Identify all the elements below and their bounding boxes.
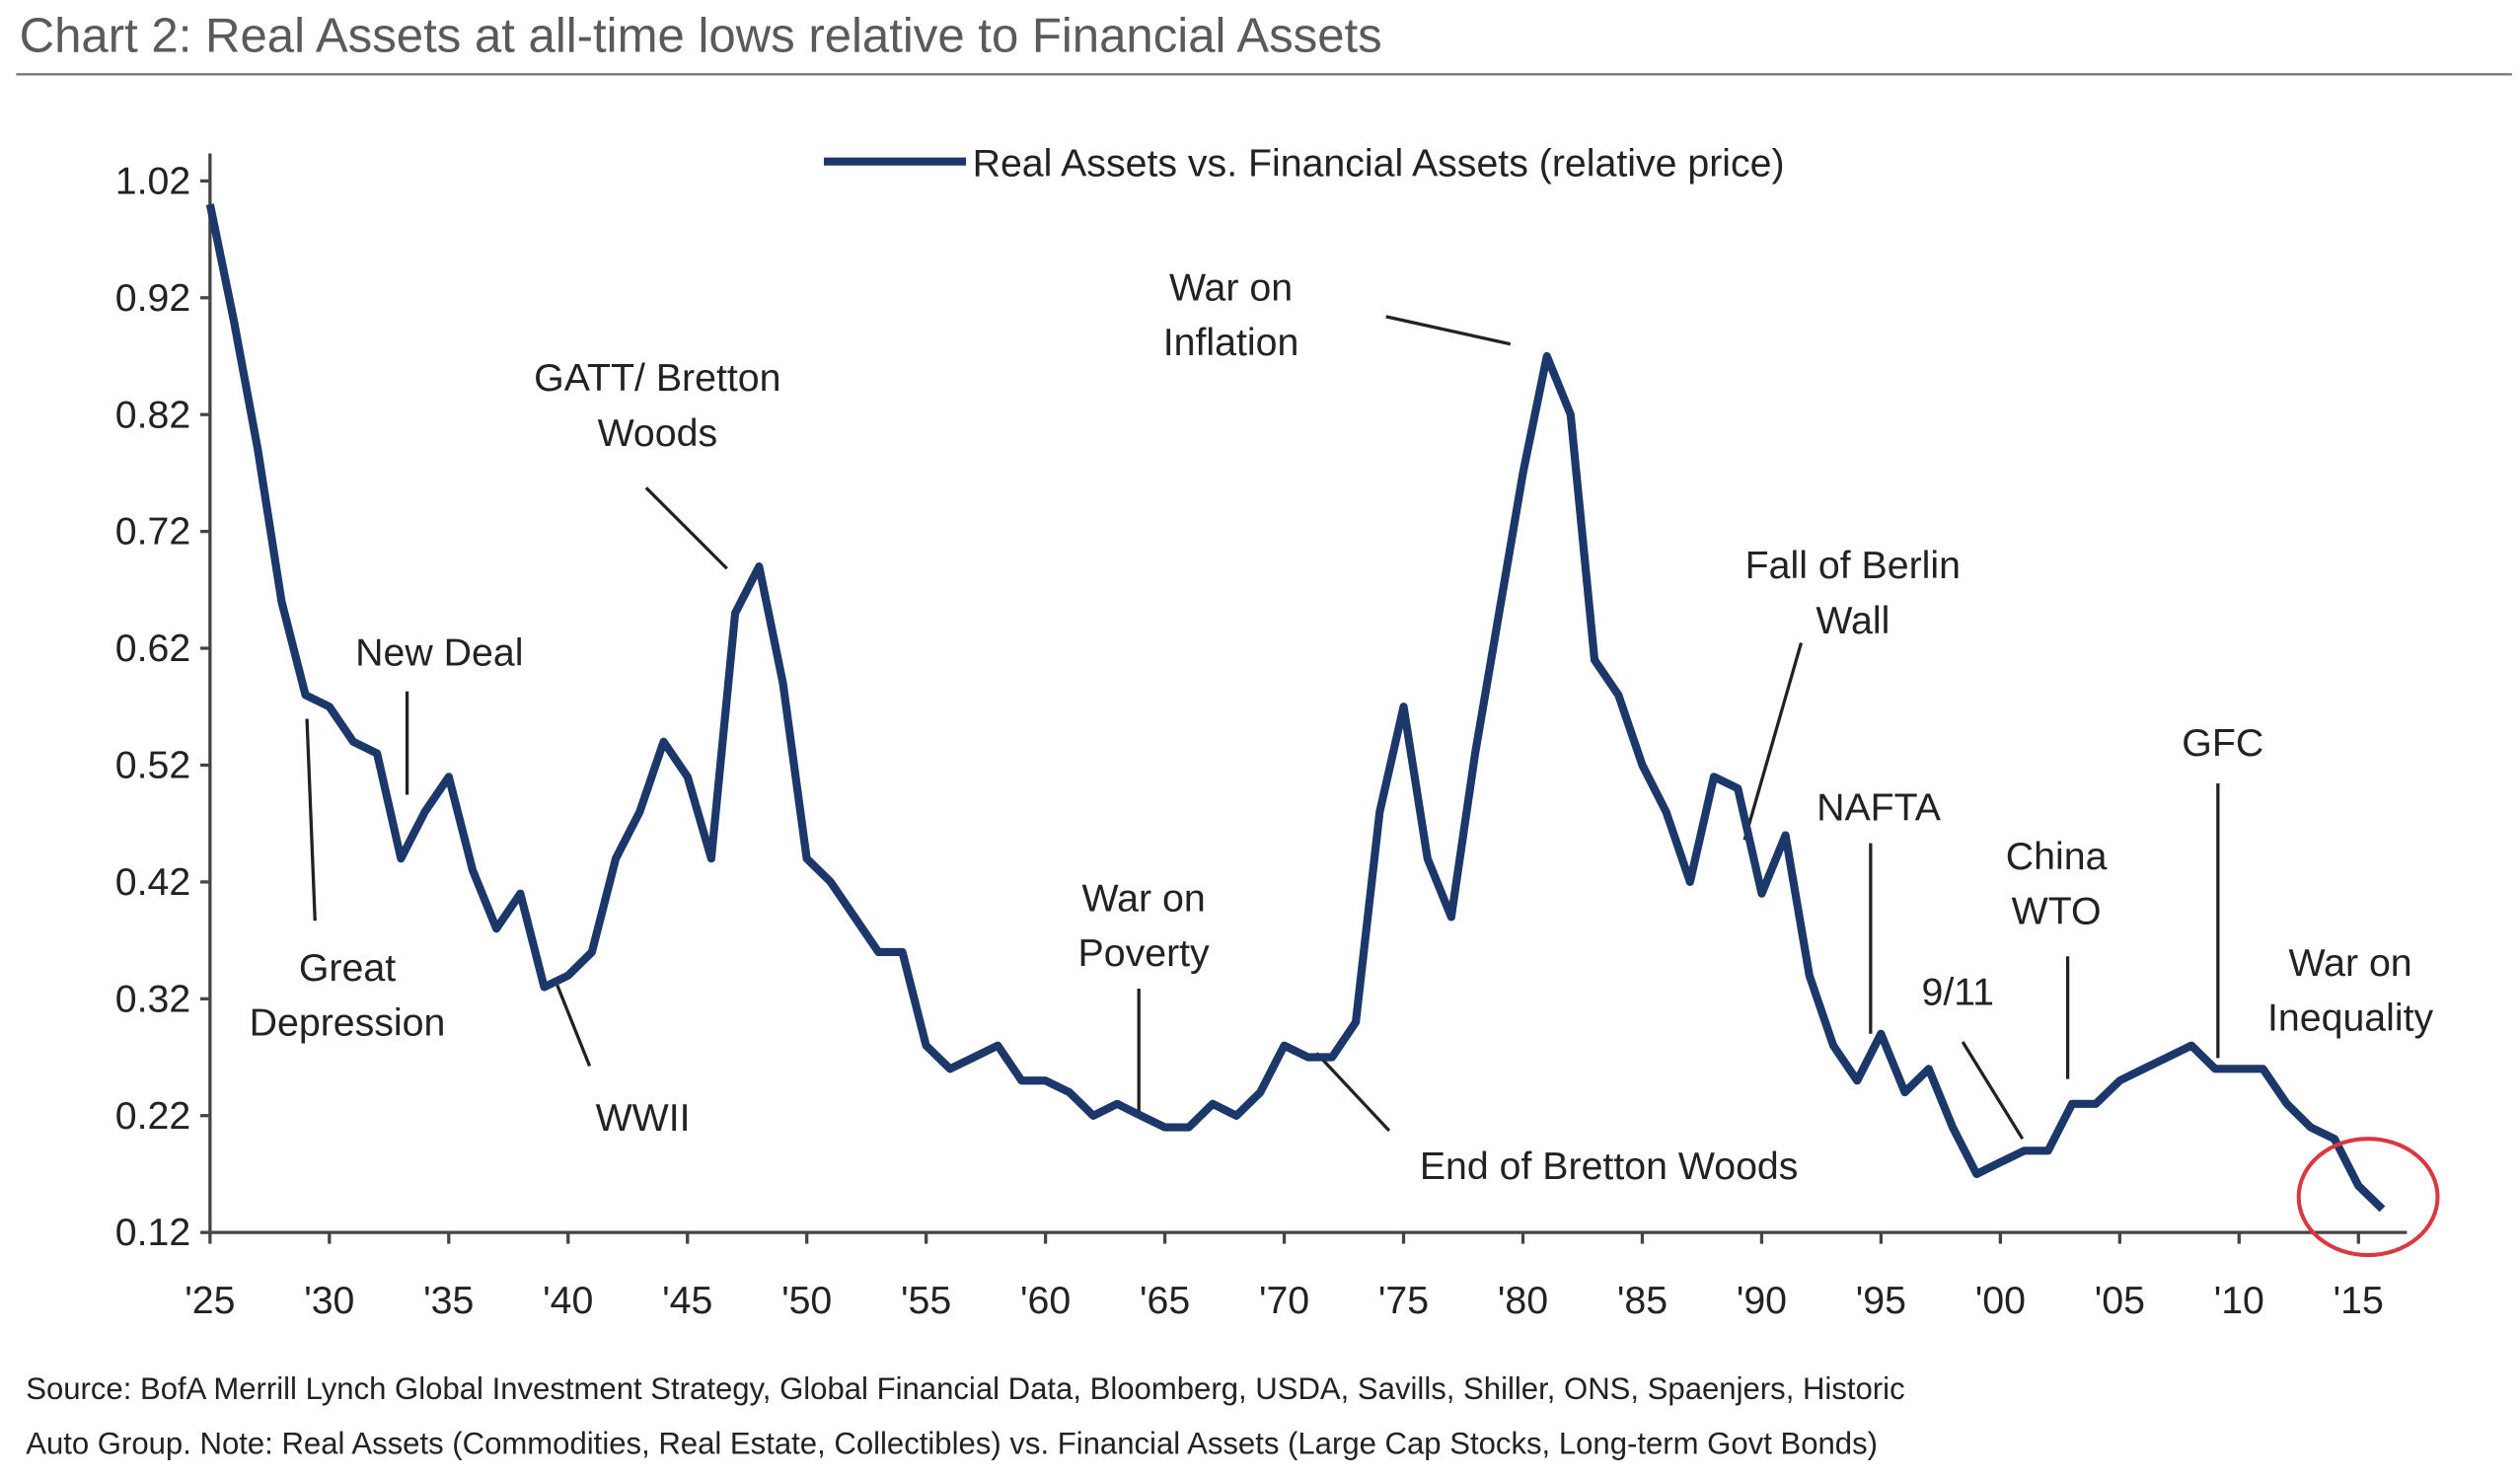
y-tick-label: 1.02 — [115, 159, 190, 202]
annotation-leader-line — [1742, 642, 1804, 841]
annotation-label: NAFTA — [1816, 786, 1942, 830]
annotation-label: War on — [1169, 266, 1293, 310]
annotation-label: GFC — [2182, 721, 2263, 765]
x-tick-label: '85 — [1617, 1279, 1668, 1322]
annotation: WWII — [556, 985, 691, 1140]
x-tick-label: '80 — [1498, 1279, 1548, 1322]
y-tick-label: 0.22 — [115, 1094, 190, 1138]
legend: Real Assets vs. Financial Assets (relati… — [823, 141, 1785, 185]
annotation-label: New Deal — [355, 631, 523, 675]
annotation-label: China — [2006, 835, 2108, 878]
x-tick-label: '65 — [1140, 1279, 1190, 1322]
annotation-label: GATT/ Bretton — [534, 356, 780, 400]
legend-label: Real Assets vs. Financial Assets (relati… — [973, 141, 1785, 185]
annotation-leader-line — [556, 985, 592, 1068]
x-tick-label: '70 — [1259, 1279, 1309, 1322]
highlight-circle — [2296, 1137, 2440, 1258]
source-line-2: Auto Group. Note: Real Assets (Commoditi… — [26, 1426, 1878, 1460]
y-tick-label: 0.12 — [115, 1211, 190, 1254]
y-tick-label: 0.82 — [115, 393, 190, 436]
x-tick-label: '45 — [662, 1279, 712, 1322]
x-tick-label: '10 — [2214, 1279, 2264, 1322]
y-tick-label: 0.52 — [115, 744, 190, 787]
annotation-label: Wall — [1816, 599, 1890, 642]
annotation-label: War on — [1082, 876, 1206, 920]
annotation: GFC — [2182, 721, 2263, 1059]
annotation: Fall of Berlin Wall — [1742, 544, 1961, 841]
x-tick-label: '95 — [1856, 1279, 1906, 1322]
annotation-label: War on — [2289, 941, 2412, 985]
y-tick-label: 0.42 — [115, 860, 190, 904]
annotation: GATT/ Bretton Woods — [534, 356, 780, 570]
annotation-label: Poverty — [1078, 931, 1211, 975]
annotation: War on Inflation — [1163, 266, 1512, 364]
annotation-label: Inflation — [1163, 321, 1299, 364]
annotation: NAFTA — [1816, 786, 1942, 1034]
y-tick-label: 0.72 — [115, 510, 190, 554]
x-tick-label: '55 — [901, 1279, 951, 1322]
x-tick-label: '05 — [2095, 1279, 2145, 1322]
chart-title: Chart 2: Real Assets at all-time lows re… — [20, 9, 1382, 62]
x-tick-label: '25 — [185, 1279, 235, 1322]
annotation: Great Depression — [250, 718, 446, 1044]
annotation-leader-line — [1961, 1041, 2025, 1141]
annotation-label: Great — [299, 946, 396, 990]
annotation-leader-line — [1385, 315, 1512, 346]
annotation-label: 9/11 — [1921, 970, 1994, 1013]
annotation: War on Poverty — [1078, 876, 1211, 1115]
y-tick-label: 0.62 — [115, 627, 190, 670]
annotations: Great Depression New Deal WWII GATT/ Bretton… — [250, 266, 2434, 1189]
annotation-label: Woods — [598, 411, 718, 455]
x-tick-label: '35 — [423, 1279, 474, 1322]
annotation-leader-line — [1315, 1052, 1391, 1133]
annotation-leader-line — [305, 718, 317, 922]
annotation: End of Bretton Woods — [1315, 1052, 1799, 1188]
annotation-label: Fall of Berlin — [1745, 544, 1961, 587]
axes: 0.12 0.22 0.32 0.42 0.52 0.62 0.72 0.82 0.92 1.02… — [115, 153, 2408, 1322]
x-tick-label: '00 — [1975, 1279, 2026, 1322]
annotation-label: WTO — [2012, 889, 2102, 932]
x-tick-label: '30 — [304, 1279, 354, 1322]
y-tick-label: 0.32 — [115, 977, 190, 1020]
annotation-label: Depression — [250, 1000, 446, 1044]
annotation: China WTO — [2006, 835, 2108, 1079]
annotation: New Deal — [355, 631, 523, 795]
source-line-1: Source: BofA Merrill Lynch Global Invest… — [26, 1371, 1904, 1406]
x-tick-label: '50 — [781, 1279, 832, 1322]
annotation-leader-line — [644, 486, 728, 570]
annotation-label: WWII — [596, 1096, 691, 1140]
x-tick-label: '90 — [1737, 1279, 1787, 1322]
x-tick-label: '60 — [1020, 1279, 1071, 1322]
series-line — [205, 203, 2386, 1213]
x-tick-label: '40 — [543, 1279, 593, 1322]
annotation: War on Inequality — [2267, 941, 2434, 1040]
x-tick-label: '75 — [1378, 1279, 1429, 1322]
annotation-label: Inequality — [2267, 997, 2434, 1040]
annotation-label: End of Bretton Woods — [1420, 1145, 1799, 1188]
annotation: 9/11 — [1921, 970, 2025, 1141]
y-tick-label: 0.92 — [115, 276, 190, 320]
x-tick-label: '15 — [2334, 1279, 2384, 1322]
